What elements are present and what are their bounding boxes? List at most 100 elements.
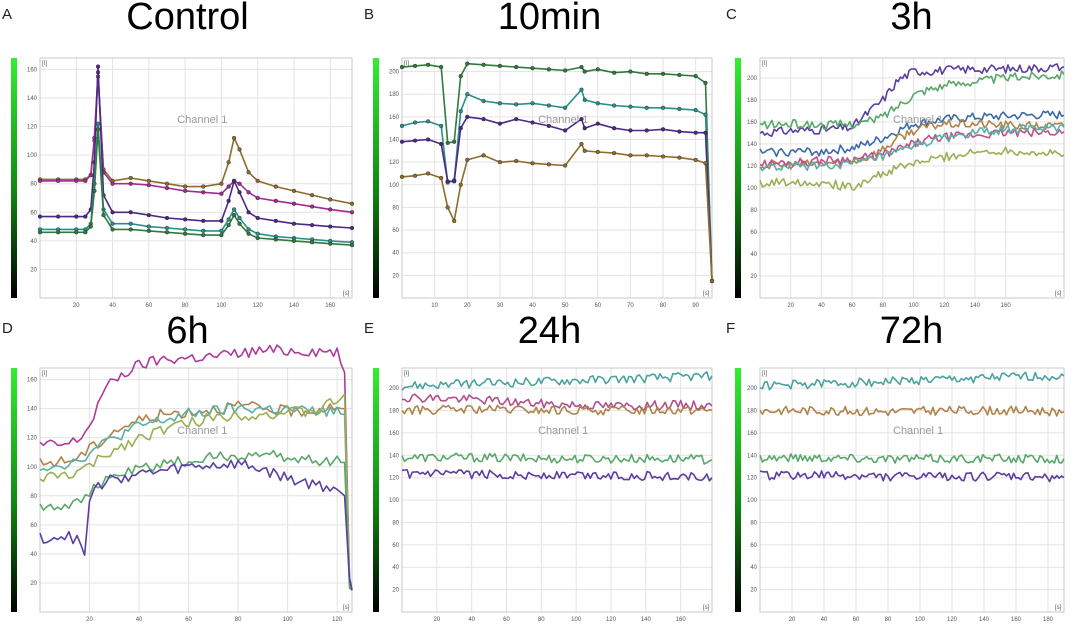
data-point bbox=[146, 178, 151, 183]
data-point bbox=[445, 205, 450, 210]
y-tick-label: 20 bbox=[750, 588, 757, 594]
y-tick-label: 200 bbox=[389, 70, 400, 76]
data-point bbox=[612, 126, 617, 131]
y-tick-label: 60 bbox=[750, 230, 757, 236]
x-unit-label: [s] bbox=[1055, 291, 1062, 297]
data-point bbox=[644, 105, 649, 110]
y-unit-label: [I] bbox=[404, 61, 409, 67]
data-point bbox=[219, 191, 224, 196]
data-point bbox=[426, 119, 431, 124]
data-point bbox=[237, 221, 242, 226]
data-point bbox=[579, 64, 584, 70]
channel-annotation: Channel 1 bbox=[893, 114, 943, 126]
y-tick-label: 200 bbox=[747, 386, 758, 392]
panel-title: 3h bbox=[890, 0, 933, 38]
data-point bbox=[514, 117, 519, 122]
y-tick-label: 40 bbox=[750, 565, 757, 571]
data-point bbox=[146, 224, 151, 229]
data-point bbox=[56, 178, 61, 183]
panel-letter: C bbox=[726, 6, 737, 23]
color-scale-bar bbox=[11, 368, 17, 612]
data-point bbox=[579, 141, 584, 147]
data-point bbox=[201, 190, 206, 195]
y-tick-label: 60 bbox=[30, 523, 37, 529]
y-tick-label: 140 bbox=[27, 407, 38, 413]
data-point bbox=[497, 101, 502, 106]
x-tick-label: 20 bbox=[73, 303, 80, 309]
data-point bbox=[514, 158, 519, 164]
series-line bbox=[40, 65, 353, 229]
y-tick-label: 60 bbox=[392, 228, 399, 234]
data-point bbox=[146, 183, 151, 188]
y-tick-label: 140 bbox=[747, 142, 758, 148]
data-point bbox=[677, 72, 682, 78]
data-point bbox=[219, 228, 224, 233]
y-tick-label: 80 bbox=[392, 520, 399, 526]
data-point bbox=[426, 171, 431, 176]
x-unit-label: [s] bbox=[703, 291, 710, 297]
series-line bbox=[39, 449, 353, 591]
data-point bbox=[439, 175, 444, 181]
data-point bbox=[445, 179, 450, 184]
y-tick-label: 80 bbox=[750, 208, 757, 214]
line-chart: 20 40 60 80 100 120 140 160 20 40 60 80 100 120 140 160… bbox=[27, 57, 355, 309]
data-point bbox=[399, 123, 405, 129]
data-point bbox=[582, 69, 587, 74]
data-point bbox=[255, 195, 260, 201]
x-tick-label: 140 bbox=[979, 617, 990, 623]
series-line bbox=[401, 404, 713, 416]
data-point bbox=[328, 207, 333, 212]
data-point bbox=[291, 221, 297, 226]
x-tick-label: 100 bbox=[909, 303, 920, 309]
x-tick-label: 40 bbox=[529, 303, 536, 309]
y-tick-label: 40 bbox=[30, 239, 37, 245]
data-point bbox=[458, 74, 463, 79]
data-point bbox=[74, 178, 79, 183]
y-tick-label: 160 bbox=[389, 115, 400, 121]
color-scale-bar bbox=[373, 58, 379, 298]
data-point bbox=[309, 193, 315, 198]
data-point bbox=[530, 120, 535, 125]
data-point bbox=[183, 231, 188, 236]
x-tick-label: 100 bbox=[216, 303, 227, 309]
data-point bbox=[582, 126, 587, 131]
data-point bbox=[563, 68, 568, 73]
y-tick-label: 40 bbox=[392, 251, 399, 257]
data-point bbox=[693, 130, 698, 135]
data-point bbox=[83, 178, 88, 183]
plot-frame bbox=[759, 367, 1065, 613]
data-point bbox=[445, 140, 450, 146]
y-tick-label: 80 bbox=[750, 520, 757, 526]
y-tick-label: 120 bbox=[27, 125, 38, 131]
y-tick-label: 20 bbox=[392, 273, 399, 279]
data-point bbox=[128, 227, 133, 232]
x-tick-label: 80 bbox=[660, 303, 667, 309]
series-line bbox=[39, 459, 353, 591]
data-point bbox=[95, 121, 101, 126]
data-point bbox=[291, 238, 297, 243]
data-point bbox=[465, 114, 470, 119]
data-point bbox=[546, 162, 551, 167]
y-tick-label: 160 bbox=[747, 120, 758, 126]
data-point bbox=[530, 161, 535, 166]
x-tick-label: 20 bbox=[464, 303, 471, 309]
data-point bbox=[644, 71, 649, 76]
data-point bbox=[246, 170, 251, 175]
data-point bbox=[237, 215, 242, 221]
data-point bbox=[595, 149, 600, 155]
data-point bbox=[546, 103, 551, 108]
data-point bbox=[255, 235, 260, 241]
data-point bbox=[273, 218, 278, 223]
x-tick-label: 100 bbox=[915, 617, 926, 623]
series-line bbox=[759, 371, 1065, 391]
data-point bbox=[546, 123, 551, 129]
y-tick-label: 140 bbox=[747, 453, 758, 459]
data-point bbox=[231, 178, 237, 183]
y-tick-label: 80 bbox=[30, 182, 37, 188]
data-point bbox=[83, 230, 88, 235]
y-tick-label: 120 bbox=[389, 476, 400, 482]
x-tick-label: 80 bbox=[879, 303, 886, 309]
data-point bbox=[74, 214, 79, 219]
y-tick-label: 200 bbox=[747, 76, 758, 82]
data-point bbox=[412, 63, 418, 69]
